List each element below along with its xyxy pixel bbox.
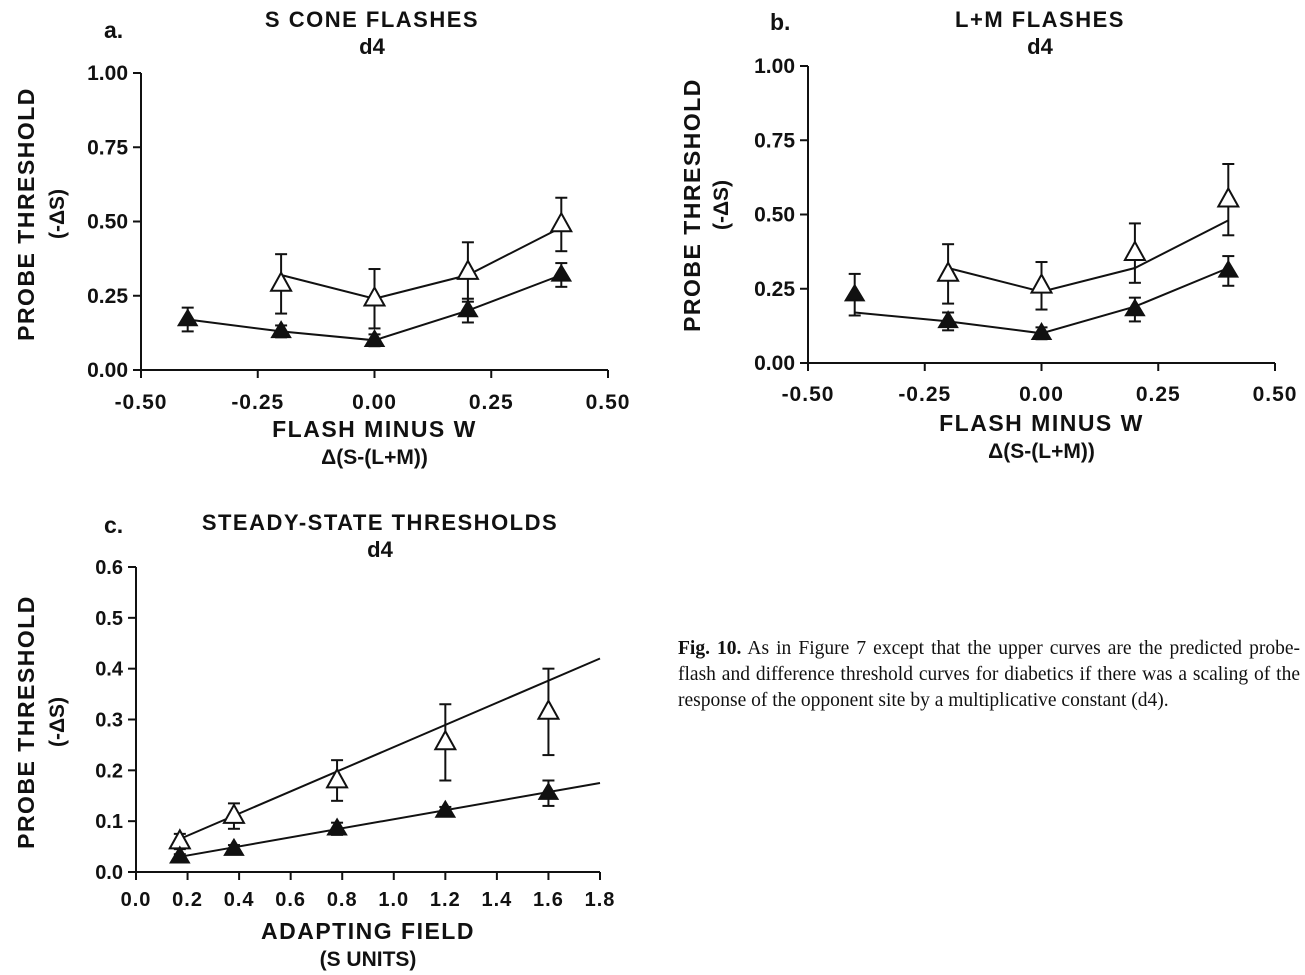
data-point-filled-triangle [550, 263, 573, 282]
fit-curve-open [280, 226, 562, 300]
data-point-open-triangle [325, 767, 349, 789]
data-point-open-triangle [549, 211, 573, 233]
fit-curve-open [947, 219, 1229, 293]
x-tick-label: 0.50 [1253, 383, 1298, 406]
x-tick-label: 1.4 [481, 889, 512, 911]
data-point-filled-triangle [1217, 259, 1240, 278]
y-tick-label: 1.00 [87, 62, 128, 85]
y-tick-label: 0.3 [95, 710, 123, 732]
y-axis-sublabel: (-ΔS) [46, 697, 69, 747]
x-tick-label: 0.2 [172, 889, 203, 911]
data-point-open-triangle [1216, 186, 1240, 208]
y-tick-label: 0.00 [754, 352, 795, 375]
data-point-filled-triangle [1124, 298, 1146, 317]
fit-curve-filled [179, 782, 601, 858]
x-tick-label: 0.25 [469, 391, 514, 414]
data-point-filled-triangle [223, 837, 245, 856]
x-tick-label: 1.8 [585, 889, 616, 911]
chart-subtitle: d4 [359, 34, 385, 59]
x-tick-label: 1.0 [378, 889, 409, 911]
y-tick-label: 0.25 [87, 285, 128, 308]
data-point-filled-triangle [434, 799, 457, 818]
x-tick-label: 1.2 [430, 889, 461, 911]
y-tick-label: 0.2 [95, 760, 123, 782]
y-axis-label: PROBE THRESHOLD [13, 595, 39, 849]
y-tick-label: 0.4 [95, 659, 124, 681]
x-tick-label: -0.50 [115, 391, 168, 414]
chart-title: STEADY-STATE THRESHOLDS [202, 510, 558, 535]
chart-title: S CONE FLASHES [265, 7, 479, 32]
x-axis-label: FLASH MINUS W [272, 416, 477, 442]
data-point-filled-triangle [363, 329, 386, 347]
data-point-filled-triangle [169, 845, 191, 864]
y-tick-label: 0.75 [87, 136, 128, 159]
data-point-open-triangle [269, 270, 293, 292]
x-axis-sublabel: (S UNITS) [320, 948, 417, 971]
data-point-open-triangle [456, 258, 480, 280]
y-tick-label: 0.50 [87, 211, 128, 234]
data-point-filled-triangle [176, 308, 199, 327]
x-tick-label: 0.00 [1019, 383, 1064, 406]
data-point-filled-triangle [457, 299, 479, 318]
data-point-filled-triangle [270, 320, 292, 339]
x-axis-sublabel: Δ(S-(L+M)) [321, 446, 428, 469]
x-tick-label: 0.6 [275, 889, 306, 911]
y-tick-label: 0.75 [754, 129, 795, 152]
data-point-open-triangle [433, 729, 458, 751]
fit-curve-open [179, 657, 601, 840]
data-point-open-triangle [1029, 272, 1054, 294]
y-tick-label: 0.50 [754, 204, 795, 227]
x-tick-label: -0.50 [782, 383, 835, 406]
data-point-filled-triangle [937, 310, 959, 329]
x-axis-label: FLASH MINUS W [939, 410, 1144, 436]
x-tick-label: 0.25 [1136, 383, 1181, 406]
x-tick-label: 0.50 [586, 391, 631, 414]
y-tick-label: 0.1 [95, 811, 123, 833]
data-point-filled-triangle [326, 817, 348, 836]
y-tick-label: 0.5 [95, 608, 123, 630]
y-axis-sublabel: (-ΔS) [46, 189, 69, 239]
data-point-open-triangle [536, 698, 561, 720]
x-tick-label: 0.0 [121, 889, 152, 911]
y-tick-label: 0.0 [95, 862, 123, 884]
x-tick-label: 0.8 [327, 889, 358, 911]
x-tick-label: -0.25 [231, 391, 284, 414]
x-axis-sublabel: Δ(S-(L+M)) [988, 440, 1095, 463]
y-tick-label: 0.00 [87, 359, 128, 382]
panel-label: b. [770, 9, 790, 35]
x-tick-label: -0.25 [898, 383, 951, 406]
chart-title: L+M FLASHES [955, 7, 1125, 32]
y-axis-label: PROBE THRESHOLD [13, 87, 39, 341]
x-tick-label: 0.4 [224, 889, 255, 911]
data-point-filled-triangle [537, 781, 560, 800]
chart-subtitle: d4 [1027, 34, 1053, 59]
figure-caption: Fig. 10. As in Figure 7 except that the … [678, 636, 1300, 714]
chart-subtitle: d4 [367, 537, 393, 562]
x-tick-label: 1.6 [533, 889, 564, 911]
y-axis-label: PROBE THRESHOLD [679, 78, 705, 332]
caption-label: Fig. 10. [678, 638, 742, 659]
y-tick-label: 0.25 [754, 278, 795, 301]
x-axis-label: ADAPTING FIELD [261, 918, 475, 944]
y-tick-label: 1.00 [754, 55, 795, 78]
y-tick-label: 0.6 [95, 557, 123, 579]
y-axis-sublabel: (-ΔS) [710, 180, 733, 230]
data-point-open-triangle [936, 260, 960, 282]
data-point-open-triangle [222, 802, 246, 824]
panel-label: a. [104, 17, 123, 43]
data-point-filled-triangle [1030, 322, 1053, 340]
data-point-open-triangle [362, 285, 387, 307]
x-tick-label: 0.00 [352, 391, 397, 414]
data-point-filled-triangle [843, 283, 866, 302]
panel-label: c. [104, 512, 123, 538]
caption-text: As in Figure 7 except that the upper cur… [678, 638, 1300, 711]
data-point-open-triangle [1123, 239, 1147, 261]
